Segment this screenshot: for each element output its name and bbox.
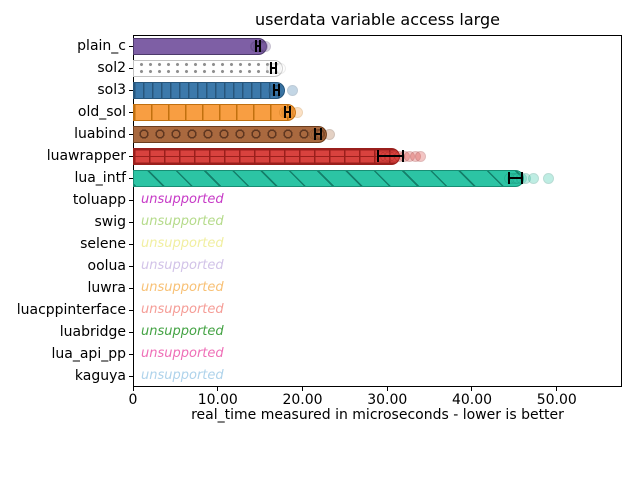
x-tick-mark (132, 387, 134, 391)
error-bar-plain_c (254, 40, 261, 52)
error-bar-sol3 (272, 84, 280, 96)
bar-sol3 (133, 81, 286, 99)
error-bar-old_sol (283, 106, 291, 118)
x-tick-label: 0 (128, 392, 138, 408)
scatter-point-plain_c (259, 40, 271, 52)
y-tick-mark (129, 155, 133, 157)
bar-plain_c (133, 37, 267, 55)
y-tick-label-luwra: luwra (87, 280, 126, 296)
y-tick-label-old_sol: old_sol (77, 104, 126, 120)
y-tick-label-selene: selene (80, 236, 126, 252)
chart-title: userdata variable access large (255, 10, 500, 29)
x-tick-mark (217, 387, 219, 391)
x-tick-mark (471, 387, 473, 391)
unsupported-label-luabridge: unsupported (141, 324, 224, 339)
error-bar-line (315, 132, 320, 136)
y-tick-label-lua_intf: lua_intf (74, 170, 126, 186)
y-tick-mark (129, 265, 133, 267)
y-tick-label-sol3: sol3 (97, 82, 126, 98)
y-tick-label-luawrapper: luawrapper (46, 148, 126, 164)
error-bar-line (285, 110, 289, 114)
x-tick-label: 50.00 (536, 392, 577, 408)
scatter-point-luawrapper (414, 150, 426, 162)
error-bar-line (379, 154, 403, 158)
y-tick-mark (129, 45, 133, 47)
scatter-point-sol3 (286, 84, 298, 96)
y-tick-mark (129, 199, 133, 201)
error-bar-lua_intf (507, 172, 523, 184)
bar-luawrapper (133, 147, 400, 165)
y-tick-mark (129, 375, 133, 377)
y-tick-mark (129, 221, 133, 223)
error-bar-line (272, 66, 276, 70)
y-tick-label-oolua: oolua (87, 258, 126, 274)
unsupported-label-luwra: unsupported (141, 280, 224, 295)
y-tick-mark (129, 331, 133, 333)
error-bar-line (256, 44, 259, 48)
bar-sol2 (133, 59, 283, 77)
x-tick-label: 40.00 (451, 392, 493, 408)
y-tick-mark (129, 243, 133, 245)
y-tick-label-luacppinterface: luacppinterface (16, 302, 126, 318)
x-tick-label: 10.00 (197, 392, 238, 408)
x-tick-label: 20.00 (282, 392, 323, 408)
y-tick-label-kaguya: kaguya (74, 368, 126, 384)
y-tick-label-plain_c: plain_c (77, 38, 126, 54)
x-axis-label: real_time measured in microseconds - low… (191, 407, 564, 423)
scatter-point-old_sol (291, 106, 303, 118)
unsupported-label-toluapp: unsupported (141, 192, 224, 207)
bar-luabind (133, 125, 327, 143)
unsupported-label-luacppinterface: unsupported (141, 302, 224, 317)
unsupported-label-kaguya: unsupported (141, 368, 224, 383)
error-bar-luabind (313, 128, 322, 140)
unsupported-label-swig: unsupported (141, 214, 224, 229)
y-tick-mark (129, 133, 133, 135)
y-tick-mark (129, 287, 133, 289)
y-tick-mark (129, 89, 133, 91)
error-bar-line (509, 176, 521, 180)
bar-lua_intf (133, 169, 525, 187)
scatter-point-luabind (324, 128, 336, 140)
unsupported-label-lua_api_pp: unsupported (141, 346, 224, 361)
error-bar-line (274, 88, 278, 92)
y-tick-mark (129, 111, 133, 113)
scatter-point-lua_intf (542, 172, 554, 184)
y-tick-label-sol2: sol2 (97, 60, 126, 76)
y-tick-mark (129, 67, 133, 69)
x-tick-mark (301, 387, 303, 391)
error-bar-sol2 (270, 62, 278, 74)
unsupported-label-selene: unsupported (141, 236, 224, 251)
error-bar-luawrapper (377, 150, 405, 162)
scatter-point-lua_intf (527, 172, 539, 184)
bar-old_sol (133, 103, 297, 121)
x-tick-mark (556, 387, 558, 391)
y-tick-label-toluapp: toluapp (72, 192, 126, 208)
y-tick-label-swig: swig (94, 214, 126, 230)
x-tick-label: 30.00 (367, 392, 408, 408)
y-tick-label-luabridge: luabridge (59, 324, 126, 340)
unsupported-label-oolua: unsupported (141, 258, 224, 273)
x-tick-mark (386, 387, 388, 391)
y-tick-mark (129, 309, 133, 311)
y-tick-label-luabind: luabind (74, 126, 126, 142)
y-tick-label-lua_api_pp: lua_api_pp (51, 346, 126, 362)
y-tick-mark (129, 353, 133, 355)
y-tick-mark (129, 177, 133, 179)
